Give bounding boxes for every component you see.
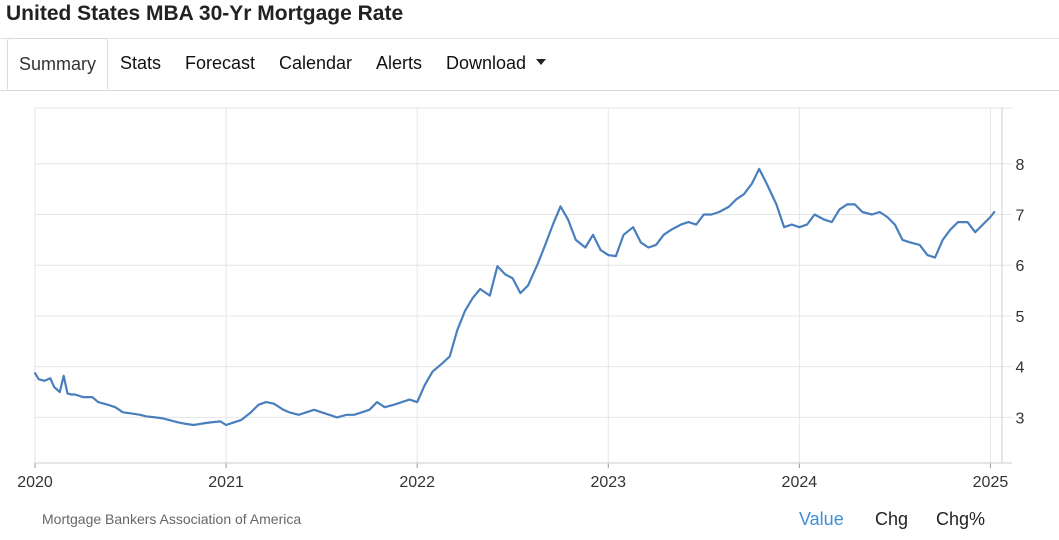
caret-down-icon [536, 59, 547, 66]
y-tick-label: 4 [1016, 360, 1025, 377]
tab-calendar[interactable]: Calendar [279, 53, 353, 73]
tab-alerts[interactable]: Alerts [376, 53, 423, 73]
y-tick-label: 3 [1016, 410, 1025, 427]
tab-bar: Summary Stats Forecast Calendar Alerts D… [0, 38, 1059, 91]
y-tick-label: 8 [1016, 157, 1025, 174]
x-tick-label: 2020 [17, 474, 53, 491]
y-tick-label: 7 [1016, 208, 1025, 225]
tab-download[interactable]: Download [446, 38, 547, 90]
chg-percent-button[interactable]: Chg% [936, 509, 986, 529]
tab-summary[interactable]: Summary [7, 38, 109, 90]
series-line [33, 167, 996, 427]
chg-button[interactable]: Chg [875, 509, 909, 529]
y-tick-label: 6 [1016, 258, 1025, 275]
page-title: United States MBA 30-Yr Mortgage Rate [6, 2, 404, 25]
y-axis-ticks: 3 4 5 6 7 8 [1016, 157, 1025, 428]
line-chart: 2020 2021 2022 2023 2024 2025 3 4 5 6 7 8 [17, 107, 1025, 491]
x-tick-label: 2023 [590, 474, 626, 491]
tab-forecast[interactable]: Forecast [185, 53, 256, 73]
x-tick-label: 2025 [973, 474, 1009, 491]
value-button[interactable]: Value [799, 509, 844, 529]
x-tick-label: 2024 [782, 474, 818, 491]
y-tick-label: 5 [1016, 309, 1025, 326]
source-label: Mortgage Bankers Association of America [42, 511, 302, 527]
tab-download-label: Download [446, 53, 527, 73]
x-axis-ticks: 2020 2021 2022 2023 2024 2025 [17, 474, 1008, 491]
tab-stats[interactable]: Stats [120, 53, 162, 73]
chart-grid [34, 107, 1012, 468]
x-tick-label: 2022 [399, 474, 435, 491]
x-tick-label: 2021 [208, 474, 244, 491]
header-divider [0, 38, 1059, 39]
